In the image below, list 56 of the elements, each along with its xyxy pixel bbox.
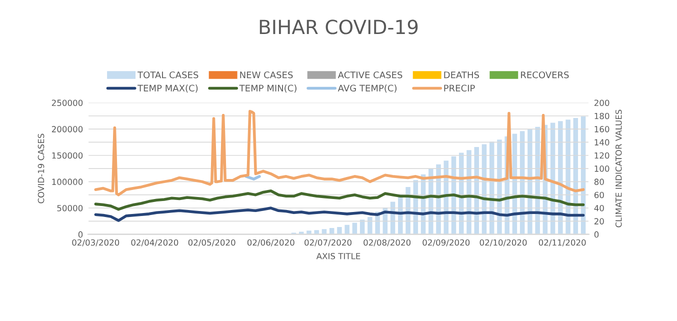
legend-label: NEW CASES: [240, 71, 293, 78]
bar: [566, 120, 570, 234]
y2-tick-label: 0: [594, 231, 599, 238]
bar: [368, 216, 372, 234]
y-tick-label: 200000: [52, 126, 83, 132]
y2-axis-title: CLIMATE INDICATOR VALUES: [615, 110, 622, 228]
y2-tick-label: 60: [594, 192, 604, 198]
y2-tick-label: 120: [594, 152, 610, 159]
x-axis-title: AXIS TITLE: [316, 252, 360, 260]
x-tick-label: 02/07/2020: [304, 239, 352, 246]
bar: [528, 129, 532, 234]
x-tick-label: 02/11/2020: [538, 239, 586, 246]
legend-label: AVG TEMP(C): [338, 84, 396, 93]
legend-label: TEMP MAX(C): [138, 84, 198, 93]
x-tick-label: 02/05/2020: [188, 239, 236, 246]
y-tick-label: 150000: [52, 152, 83, 159]
y2-tick-label: 180: [594, 112, 610, 120]
bar: [298, 232, 304, 234]
x-tick-label: 02/08/2020: [364, 239, 411, 246]
line-series: [94, 206, 585, 222]
line-series: [94, 190, 585, 211]
y2-tick-label: 20: [594, 218, 604, 224]
bar: [306, 230, 312, 234]
bar: [329, 228, 334, 234]
y-tick-label: 0: [78, 231, 83, 238]
bar: [314, 230, 319, 234]
legend-label: PRECIP: [444, 84, 475, 92]
x-tick-label: 02/04/2020: [131, 239, 178, 246]
y2-tick-label: 40: [594, 204, 604, 212]
bar: [322, 229, 327, 234]
x-tick-label: 02/09/2020: [422, 239, 470, 246]
bar: [344, 224, 350, 234]
y-tick-label: 50000: [57, 204, 83, 212]
line-series: [94, 110, 585, 196]
bar: [337, 226, 342, 234]
chart-title: BIHAR COVID-19: [260, 20, 418, 34]
y2-tick-label: 100: [594, 166, 610, 172]
bar: [352, 222, 358, 234]
y2-tick-label: 140: [594, 139, 610, 146]
legend-label: TOTAL CASES: [138, 71, 198, 78]
x-tick-label: 02/03/2020: [72, 239, 120, 246]
x-tick-label: 02/10/2020: [480, 239, 527, 246]
legend-label: ACTIVE CASES: [338, 71, 402, 78]
y-tick-label: 100000: [52, 178, 83, 185]
legend-label: DEATHS: [444, 71, 480, 78]
bar: [558, 121, 563, 234]
y2-tick-label: 160: [594, 126, 610, 132]
legend-label: TEMP MIN(C): [239, 84, 296, 93]
x-tick-label: 02/06/2020: [247, 239, 294, 246]
y2-tick-label: 80: [594, 178, 604, 185]
y-tick-label: 250000: [52, 100, 83, 106]
bar: [360, 220, 365, 234]
y2-tick-label: 200: [594, 100, 610, 106]
y-axis-title: COVID-19 CASES: [38, 134, 44, 204]
legend-label: RECOVERS: [521, 71, 569, 78]
bar: [535, 126, 540, 234]
